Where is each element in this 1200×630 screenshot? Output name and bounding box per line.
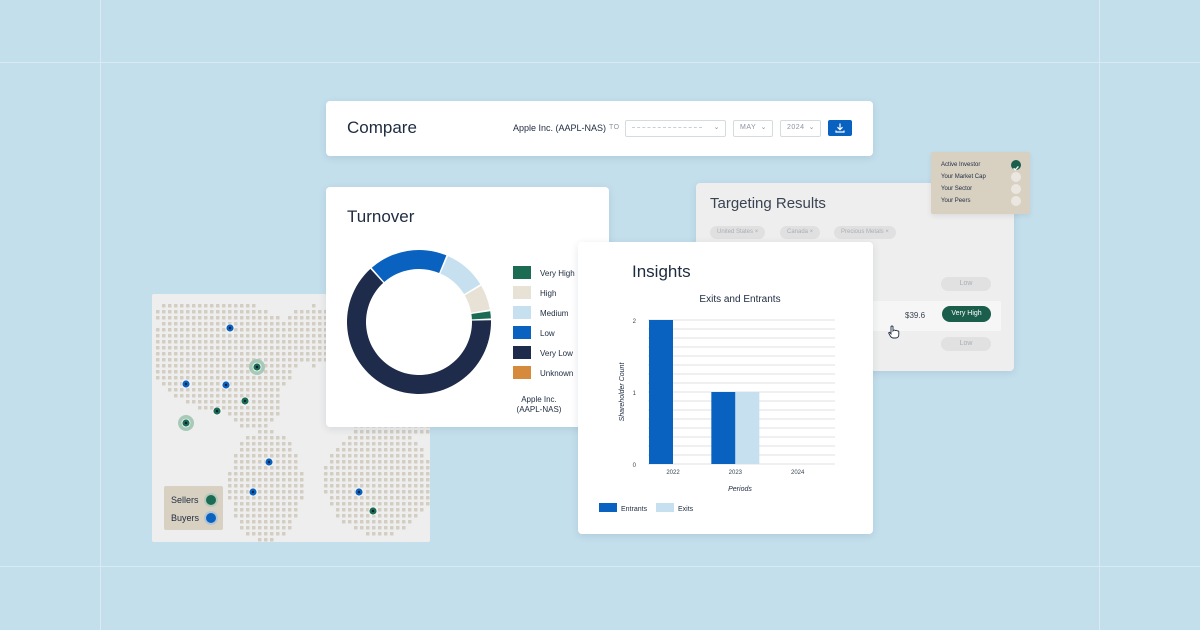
to-label: TO [609, 124, 620, 131]
map-land-dots [156, 304, 430, 542]
donut-segment-low [371, 250, 447, 283]
market-value: $39.6 [905, 311, 926, 320]
donut-segment-high [464, 285, 490, 313]
compare-target-select[interactable]: ⌄ [625, 120, 726, 137]
sellers-dot-icon [206, 495, 216, 505]
marker-center [224, 383, 228, 387]
world-dot-map [156, 304, 430, 542]
hand-cursor-icon [888, 325, 900, 339]
exits-entrants-chart: Exits and Entrants 0 1 2 Shareholder Count 20… [599, 294, 835, 513]
chevron-down-icon: ⌄ [760, 124, 767, 131]
insights-title: Insights [632, 262, 691, 281]
marker-center [255, 365, 259, 369]
legend-swatch [513, 346, 531, 359]
map-legend: Sellers Buyers [164, 486, 223, 530]
month-select[interactable]: MAY ⌄ [733, 120, 773, 137]
selected-company: Apple Inc. (AAPL-NAS) [513, 123, 607, 133]
check-icon[interactable] [1011, 160, 1021, 171]
background-gridline [0, 62, 1200, 63]
marker-center [184, 421, 188, 425]
turnover-panel: Turnover Very High High Medium Low Very … [326, 187, 609, 427]
legend-buyers-label: Buyers [171, 513, 200, 523]
unchecked-circle-icon[interactable] [1011, 184, 1021, 194]
filter-sector[interactable]: Your Sector [941, 186, 973, 192]
y-tick-label: 1 [633, 391, 637, 397]
marker-center [228, 326, 232, 330]
filter-peers[interactable]: Your Peers [941, 198, 971, 204]
turnover-low-pill: Low [941, 277, 991, 291]
chart-title: Exits and Entrants [699, 294, 780, 305]
background-gridline [0, 566, 1200, 567]
legend-swatch [513, 266, 531, 279]
insights-panel: Insights Exits and Entrants 0 1 2 Shareholde… [578, 242, 873, 534]
donut-segment-very-low [347, 268, 491, 394]
compare-title: Compare [347, 118, 417, 137]
donut-segment-medium [440, 256, 481, 295]
filter-active-investor[interactable]: Active Investor [941, 162, 981, 168]
legend-sellers-label: Sellers [171, 495, 199, 505]
unchecked-circle-icon[interactable] [1011, 196, 1021, 206]
y-tick-label: 0 [633, 463, 637, 469]
donut-segment-very-high [471, 311, 491, 320]
legend-swatch-entrants [599, 503, 617, 512]
filter-chip-precious-metals[interactable]: Precious Metals × [834, 226, 896, 239]
background-gridline [100, 0, 101, 630]
marker-center [267, 460, 271, 464]
turnover-company-label: Apple Inc. (AAPL-NAS) [516, 395, 562, 414]
marker-center [215, 409, 219, 413]
background-gridline [1099, 0, 1100, 630]
bar-entrants-2023 [711, 392, 736, 464]
legend-swatch-exits [656, 503, 674, 512]
turnover-low-pill: Low [941, 337, 991, 351]
legend-swatch [513, 286, 531, 299]
legend-label-entrants: Entrants [621, 506, 648, 513]
x-axis-label: Periods [728, 486, 752, 493]
unchecked-circle-icon[interactable] [1011, 172, 1021, 182]
turnover-very-high-pill: Very High [942, 306, 991, 322]
turnover-donut-chart [347, 250, 491, 394]
filter-market-cap[interactable]: Your Market Cap [941, 174, 986, 180]
x-tick-label: 2023 [729, 470, 743, 476]
chevron-down-icon: ⌄ [713, 124, 720, 131]
marker-center [251, 490, 255, 494]
x-tick-label: 2024 [791, 470, 805, 476]
bar-entrants-2022 [649, 320, 673, 464]
filter-chip-canada[interactable]: Canada × [780, 226, 821, 239]
download-icon [835, 123, 845, 133]
marker-center [357, 490, 361, 494]
marker-center [371, 509, 375, 513]
legend-swatch [513, 366, 531, 379]
legend-swatch [513, 326, 531, 339]
targeting-title: Targeting Results [710, 195, 826, 212]
bar-exits-2023 [735, 392, 760, 464]
download-button[interactable] [828, 120, 852, 136]
chevron-down-icon: ⌄ [808, 124, 815, 131]
year-select[interactable]: 2024 ⌄ [780, 120, 821, 137]
buyers-dot-icon [206, 513, 216, 523]
marker-center [184, 382, 188, 386]
y-tick-label: 2 [633, 319, 637, 325]
compare-bar: Compare Apple Inc. (AAPL-NAS) TO ⌄ MAY ⌄ … [326, 101, 873, 156]
x-tick-label: 2022 [666, 470, 680, 476]
legend-label-exits: Exits [678, 506, 694, 513]
y-axis-label: Shareholder Count [619, 362, 626, 422]
legend-swatch [513, 306, 531, 319]
marker-center [243, 399, 247, 403]
filter-chip-united-states[interactable]: United States × [710, 226, 766, 239]
targeting-filter-menu: Active Investor Your Market Cap Your Sec… [931, 152, 1030, 214]
turnover-title: Turnover [347, 207, 415, 226]
